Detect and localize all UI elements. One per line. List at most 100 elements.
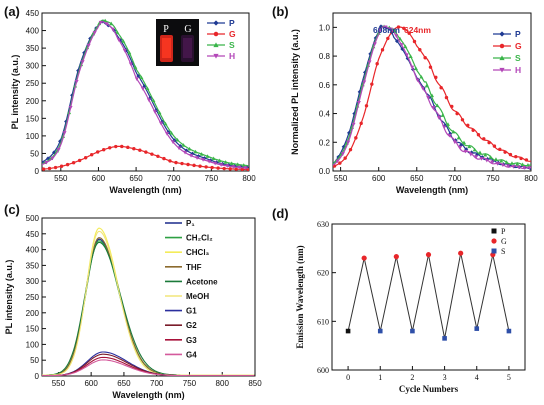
legend-label: CH₂Cl₂	[186, 234, 213, 243]
data-point	[467, 144, 472, 149]
data-point	[430, 93, 434, 98]
legend-marker	[499, 43, 505, 49]
data-point	[386, 36, 390, 41]
legend-marker	[213, 31, 219, 37]
data-point	[127, 50, 132, 55]
legend-label: S	[501, 247, 505, 256]
data-point	[246, 167, 249, 171]
data-point	[477, 150, 482, 155]
data-point	[492, 144, 497, 148]
data-point-s	[377, 328, 383, 334]
data-point	[522, 166, 527, 170]
data-point	[162, 156, 166, 161]
legend-label: G1	[186, 307, 197, 316]
data-point	[419, 74, 424, 79]
y-tick-label: 0.2	[319, 138, 331, 147]
x-tick-label: 700	[448, 174, 462, 183]
data-point	[504, 160, 509, 164]
series-line	[42, 230, 255, 376]
legend-label: G	[515, 41, 522, 51]
data-point	[114, 144, 118, 149]
data-point	[83, 156, 88, 160]
legend-marker	[213, 42, 219, 48]
x-tick-label: 550	[334, 174, 348, 183]
data-point	[235, 162, 240, 166]
data-point	[132, 146, 136, 151]
data-point	[164, 132, 169, 136]
legend-marker	[491, 248, 497, 254]
y-tick-label: 620	[317, 269, 329, 278]
data-point	[103, 18, 108, 23]
data-point	[163, 121, 168, 126]
data-point	[335, 159, 340, 164]
data-point	[372, 42, 377, 46]
data-point	[122, 49, 127, 53]
y-tick-label: 630	[317, 220, 329, 229]
data-point	[71, 160, 76, 165]
data-point	[414, 66, 419, 71]
legend-label: Acetone	[186, 277, 218, 286]
y-tick-label: 500	[26, 214, 40, 223]
data-point	[44, 160, 49, 165]
data-point	[487, 140, 491, 145]
y-tick-label: 600	[317, 366, 329, 375]
legend-label: H	[515, 65, 521, 75]
y-tick-label: 0.4	[319, 110, 331, 119]
data-point	[243, 166, 248, 170]
data-point	[126, 145, 130, 150]
y-axis-label: PL intensity (a.u.)	[10, 55, 20, 130]
y-tick-label: 0.0	[319, 167, 331, 176]
series-line-P	[42, 20, 249, 168]
data-point	[442, 125, 447, 130]
data-point	[80, 60, 85, 64]
y-tick-label: 50	[30, 356, 39, 365]
y-tick-label: 350	[26, 261, 40, 270]
x-tick-label: 0	[346, 373, 350, 382]
series-line	[42, 359, 255, 376]
data-point	[89, 153, 94, 157]
panel-c: 550 600 650 700 750 800 850 0 50 100 150 200 250 300 3…	[4, 202, 262, 400]
panel-a: 550 600 650 700 750 800 0 50 100 150 200 250 300 350 4…	[4, 4, 256, 195]
data-point	[509, 161, 514, 165]
data-point	[348, 147, 353, 152]
x-tick-label: 3	[443, 373, 447, 382]
data-point	[109, 21, 114, 26]
data-point	[498, 147, 502, 152]
vial-p-glow	[162, 38, 171, 58]
legend-marker	[499, 31, 505, 37]
data-point	[488, 155, 493, 159]
data-point	[343, 156, 347, 160]
data-point	[56, 148, 61, 152]
y-tick-label: 150	[26, 325, 40, 334]
legend-label: CHCl₃	[186, 248, 210, 257]
data-point	[426, 96, 431, 100]
data-point	[439, 86, 443, 90]
x-tick-label: 600	[92, 174, 106, 183]
data-point	[152, 110, 157, 114]
data-point	[228, 167, 232, 171]
data-point	[50, 156, 55, 161]
data-point	[445, 122, 450, 126]
data-point	[519, 156, 523, 161]
series-group	[42, 18, 249, 171]
legend-marker	[213, 53, 219, 59]
data-point	[120, 144, 124, 149]
data-point	[213, 161, 218, 166]
data-point	[237, 165, 242, 170]
data-point	[511, 165, 516, 169]
data-point	[205, 154, 210, 158]
x-tick-label: 750	[205, 174, 219, 183]
data-point	[451, 129, 456, 134]
data-point	[104, 22, 109, 26]
data-point	[192, 163, 196, 168]
data-point-g	[361, 255, 367, 261]
data-point	[370, 82, 374, 86]
x-tick-label: 850	[248, 379, 262, 388]
data-point	[144, 150, 148, 154]
y-tick-label: 0.6	[319, 81, 331, 90]
x-tick-label: 550	[52, 379, 66, 388]
data-point-s	[506, 328, 512, 334]
x-tick-label: 1	[378, 373, 382, 382]
data-point	[338, 161, 342, 165]
